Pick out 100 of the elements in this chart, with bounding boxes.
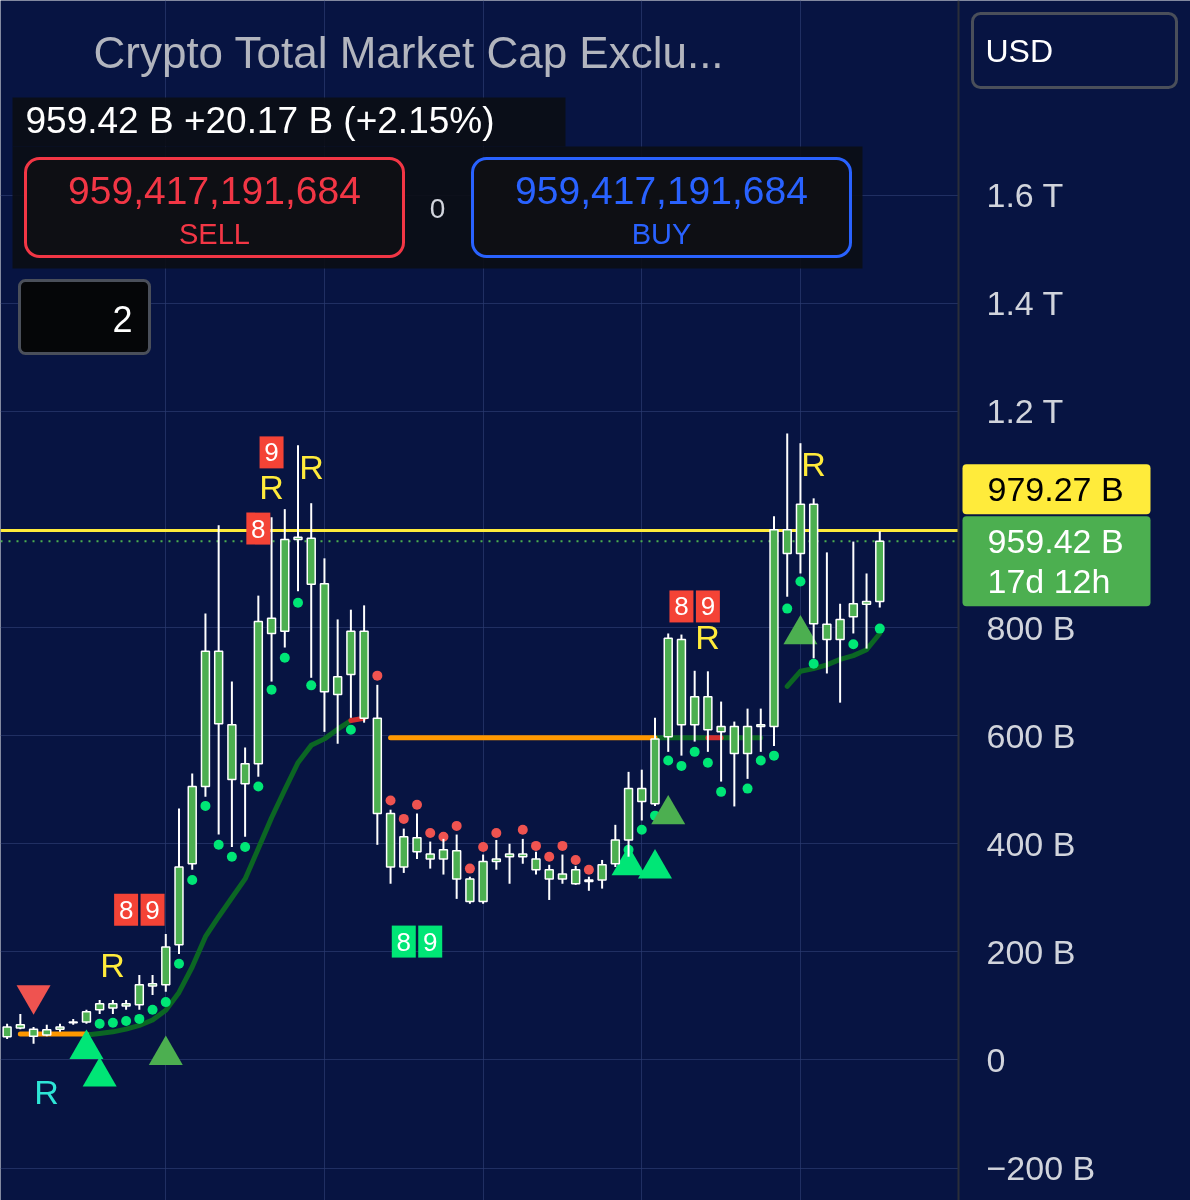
point: [702, 757, 713, 768]
series-label: 9: [422, 926, 438, 957]
point: [293, 597, 303, 608]
point: [544, 851, 555, 862]
annotation: SELL: [179, 217, 250, 250]
point: [160, 997, 171, 1008]
ref-line-label: 959.42 B: [987, 522, 1124, 561]
annotation: 959,417,191,684: [515, 169, 808, 212]
candlestick: [835, 602, 845, 704]
annotation: 959.42 B +20.17 B (+2.15%): [25, 100, 495, 141]
candlestick: [544, 863, 554, 901]
point: [755, 755, 766, 766]
point: [451, 820, 462, 831]
annotation: 17d 12h: [987, 562, 1111, 601]
point: [570, 854, 581, 865]
annotation: USD: [985, 32, 1054, 69]
candlestick: [425, 840, 435, 870]
point: [226, 851, 237, 862]
series-label: 9: [145, 894, 160, 925]
candlestick: [637, 768, 647, 822]
candlestick: [240, 746, 250, 838]
y-tick-label: 1.6 T: [986, 176, 1064, 215]
candlestick: [716, 700, 726, 783]
point: [663, 755, 674, 766]
point: [266, 684, 277, 695]
point: [134, 1013, 145, 1024]
candlestick: [465, 875, 475, 905]
point: [385, 795, 396, 806]
candlestick: [756, 707, 766, 753]
y-tick-label: 800 B: [986, 608, 1076, 647]
series-label: 8: [118, 894, 134, 925]
series-label: 8: [396, 926, 412, 957]
point: [716, 786, 727, 797]
point: [121, 1016, 132, 1027]
annotation: 959,417,191,684: [68, 169, 361, 212]
ref-line-label: 979.27 B: [987, 470, 1124, 509]
y-tick-label: 200 B: [986, 932, 1076, 971]
point: [491, 827, 502, 838]
y-tick-label: 1.2 T: [986, 392, 1064, 431]
point: [782, 603, 793, 614]
point: [213, 839, 224, 850]
annotation: R: [100, 945, 125, 984]
point: [425, 827, 436, 838]
annotation: BUY: [631, 217, 692, 250]
point: [240, 842, 251, 852]
candlestick: [597, 858, 607, 890]
point: [742, 783, 753, 794]
y-tick-label: 1.4 T: [986, 284, 1064, 323]
candlestick: [147, 974, 158, 997]
point: [253, 781, 264, 792]
candlestick: [518, 837, 528, 865]
point: [200, 800, 211, 811]
text: 8: [251, 513, 266, 544]
point: [874, 623, 885, 634]
candlestick: [293, 444, 303, 593]
annotation: R: [259, 467, 284, 506]
point: [583, 864, 594, 875]
candlestick: [610, 823, 621, 868]
point: [636, 824, 647, 835]
text: Crypto Total Market Cap Exclu...: [93, 28, 724, 77]
y-tick-label: 0: [986, 1040, 1006, 1079]
point: [808, 658, 819, 669]
point: [147, 1004, 158, 1015]
candlestick: [570, 864, 581, 886]
point: [174, 958, 184, 969]
point: [464, 863, 475, 874]
candlestick: [134, 974, 145, 1011]
point: [848, 639, 859, 650]
point: [795, 576, 806, 587]
point: [676, 760, 687, 771]
point: [306, 680, 317, 691]
candlestick: [531, 850, 541, 876]
candlestick: [504, 842, 515, 885]
point: [398, 813, 409, 824]
point: [478, 842, 489, 852]
annotation: 2: [112, 298, 133, 340]
point: [412, 799, 422, 810]
point: [517, 824, 528, 835]
point: [557, 840, 568, 851]
text: 9: [264, 437, 279, 468]
y-tick-label: 400 B: [986, 824, 1076, 863]
candlestick: [822, 551, 832, 675]
point: [689, 746, 700, 757]
y-tick-label: −200 B: [986, 1149, 1096, 1188]
point: [531, 840, 541, 851]
candlestick: [491, 838, 502, 871]
point: [279, 652, 290, 663]
point: [187, 874, 198, 885]
annotation: 0: [429, 193, 446, 224]
annotation: R: [299, 447, 324, 486]
point: [345, 724, 356, 735]
candlestick: [332, 618, 343, 745]
point: [372, 670, 383, 681]
text: 8: [674, 591, 689, 622]
candlestick: [861, 572, 872, 650]
point: [107, 1017, 118, 1028]
candlestick: [557, 853, 568, 885]
annotation: R: [34, 1072, 59, 1111]
candlestick: [848, 540, 859, 635]
y-tick-label: 600 B: [986, 716, 1076, 755]
